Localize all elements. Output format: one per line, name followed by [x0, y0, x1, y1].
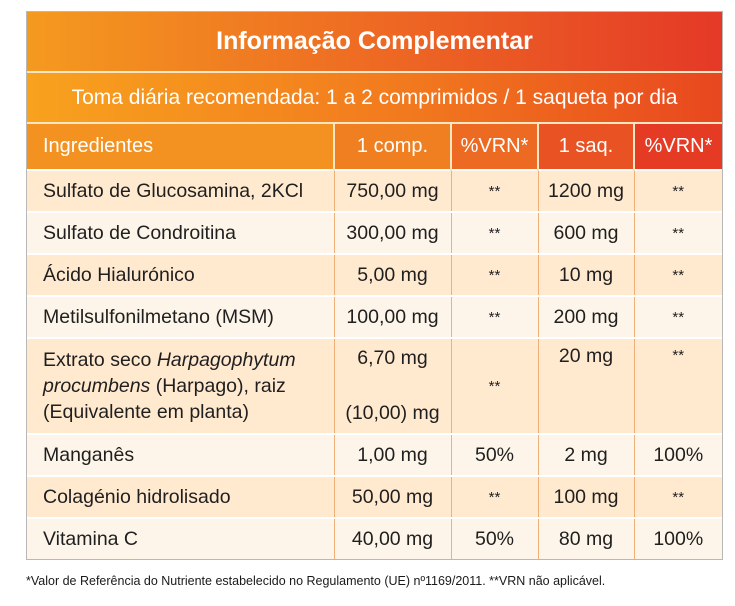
table-row: Sulfato de Glucosamina, 2KCl 750,00 mg *…: [27, 169, 722, 212]
species-genus: Harpagophytum: [156, 349, 296, 371]
amount-per-tablet: 100,00 mg: [333, 295, 451, 338]
ingredient-name: Sulfato de Condroitina: [27, 211, 334, 254]
vrn-per-tablet: 50%: [450, 517, 538, 559]
vrn-per-tablet: **: [450, 211, 538, 254]
amount-per-tablet: 40,00 mg: [333, 517, 451, 559]
table-row: Vitamina C 40,00 mg 50% 80 mg 100%: [27, 517, 722, 559]
amount-per-sachet: 600 mg: [537, 211, 634, 254]
amount-per-tablet-extract: 6,70 mg: [357, 347, 428, 369]
table-row: Metilsulfonilmetano (MSM) 100,00 mg ** 2…: [27, 295, 722, 338]
amount-per-tablet: 50,00 mg: [333, 475, 451, 518]
ingredients-table: Ingredientes 1 comp. %VRN* 1 saq. %VRN* …: [27, 124, 722, 559]
column-header-vrn-tablet: %VRN*: [450, 124, 538, 170]
column-header-vrn-sachet: %VRN*: [633, 124, 722, 170]
ingredient-name: Ácido Hialurónico: [27, 253, 334, 296]
column-header-ingredients: Ingredientes: [27, 124, 334, 170]
amount-per-sachet: 10 mg: [537, 253, 634, 296]
table-row: Colagénio hidrolisado 50,00 mg ** 100 mg…: [27, 475, 722, 518]
footnote: *Valor de Referência do Nutriente estabe…: [26, 574, 606, 588]
amount-per-sachet: 20 mg: [537, 337, 634, 434]
ingredient-name: Sulfato de Glucosamina, 2KCl: [27, 169, 334, 212]
vrn-per-sachet: **: [633, 169, 722, 212]
ingredient-equivalent-note: (Equivalente em planta): [43, 401, 249, 423]
vrn-per-tablet: **: [450, 475, 538, 518]
daily-dose-subtitle: Toma diária recomendada: 1 a 2 comprimid…: [27, 73, 722, 124]
amount-per-tablet: 5,00 mg: [333, 253, 451, 296]
ingredient-suffix: (Harpago), raiz: [150, 375, 286, 397]
vrn-per-tablet: **: [450, 295, 538, 338]
column-header-per-sachet: 1 saq.: [537, 124, 634, 170]
table-header-row: Ingredientes 1 comp. %VRN* 1 saq. %VRN*: [27, 124, 722, 170]
vrn-per-sachet: **: [633, 211, 722, 254]
ingredient-name: Vitamina C: [27, 517, 334, 559]
column-header-per-tablet: 1 comp.: [333, 124, 451, 170]
vrn-per-sachet: **: [633, 295, 722, 338]
amount-per-tablet-equivalent: (10,00) mg: [345, 402, 440, 424]
table-row: Ácido Hialurónico 5,00 mg ** 10 mg **: [27, 253, 722, 296]
ingredient-name: Manganês: [27, 433, 334, 476]
vrn-per-sachet: **: [633, 475, 722, 518]
vrn-per-sachet: **: [633, 253, 722, 296]
ingredient-name: Extrato seco Harpagophytum procumbens (H…: [27, 337, 334, 434]
species-epithet: procumbens: [43, 375, 151, 397]
nutrition-info-panel: Informação Complementar Toma diária reco…: [26, 11, 723, 560]
vrn-per-sachet: 100%: [633, 517, 722, 559]
amount-per-sachet: 80 mg: [537, 517, 634, 559]
vrn-per-tablet: **: [450, 253, 538, 296]
table-row: Sulfato de Condroitina 300,00 mg ** 600 …: [27, 211, 722, 254]
table-row: Extrato seco Harpagophytum procumbens (H…: [27, 337, 722, 434]
ingredient-name: Metilsulfonilmetano (MSM): [27, 295, 334, 338]
vrn-per-tablet: **: [450, 169, 538, 212]
amount-per-sachet: 2 mg: [537, 433, 634, 476]
ingredient-name: Colagénio hidrolisado: [27, 475, 334, 518]
amount-per-tablet: 6,70 mg (10,00) mg: [333, 337, 451, 434]
amount-per-tablet: 300,00 mg: [333, 211, 451, 254]
vrn-per-tablet: **: [450, 337, 538, 434]
vrn-per-tablet: 50%: [450, 433, 538, 476]
vrn-per-sachet: 100%: [633, 433, 722, 476]
amount-per-sachet: 1200 mg: [537, 169, 634, 212]
amount-per-tablet: 1,00 mg: [333, 433, 451, 476]
vrn-per-sachet: **: [633, 337, 722, 434]
amount-per-sachet: 100 mg: [537, 475, 634, 518]
panel-title: Informação Complementar: [27, 12, 722, 73]
amount-per-tablet: 750,00 mg: [333, 169, 451, 212]
table-row: Manganês 1,00 mg 50% 2 mg 100%: [27, 433, 722, 476]
amount-per-sachet: 200 mg: [537, 295, 634, 338]
ingredient-prefix: Extrato seco: [43, 349, 157, 371]
